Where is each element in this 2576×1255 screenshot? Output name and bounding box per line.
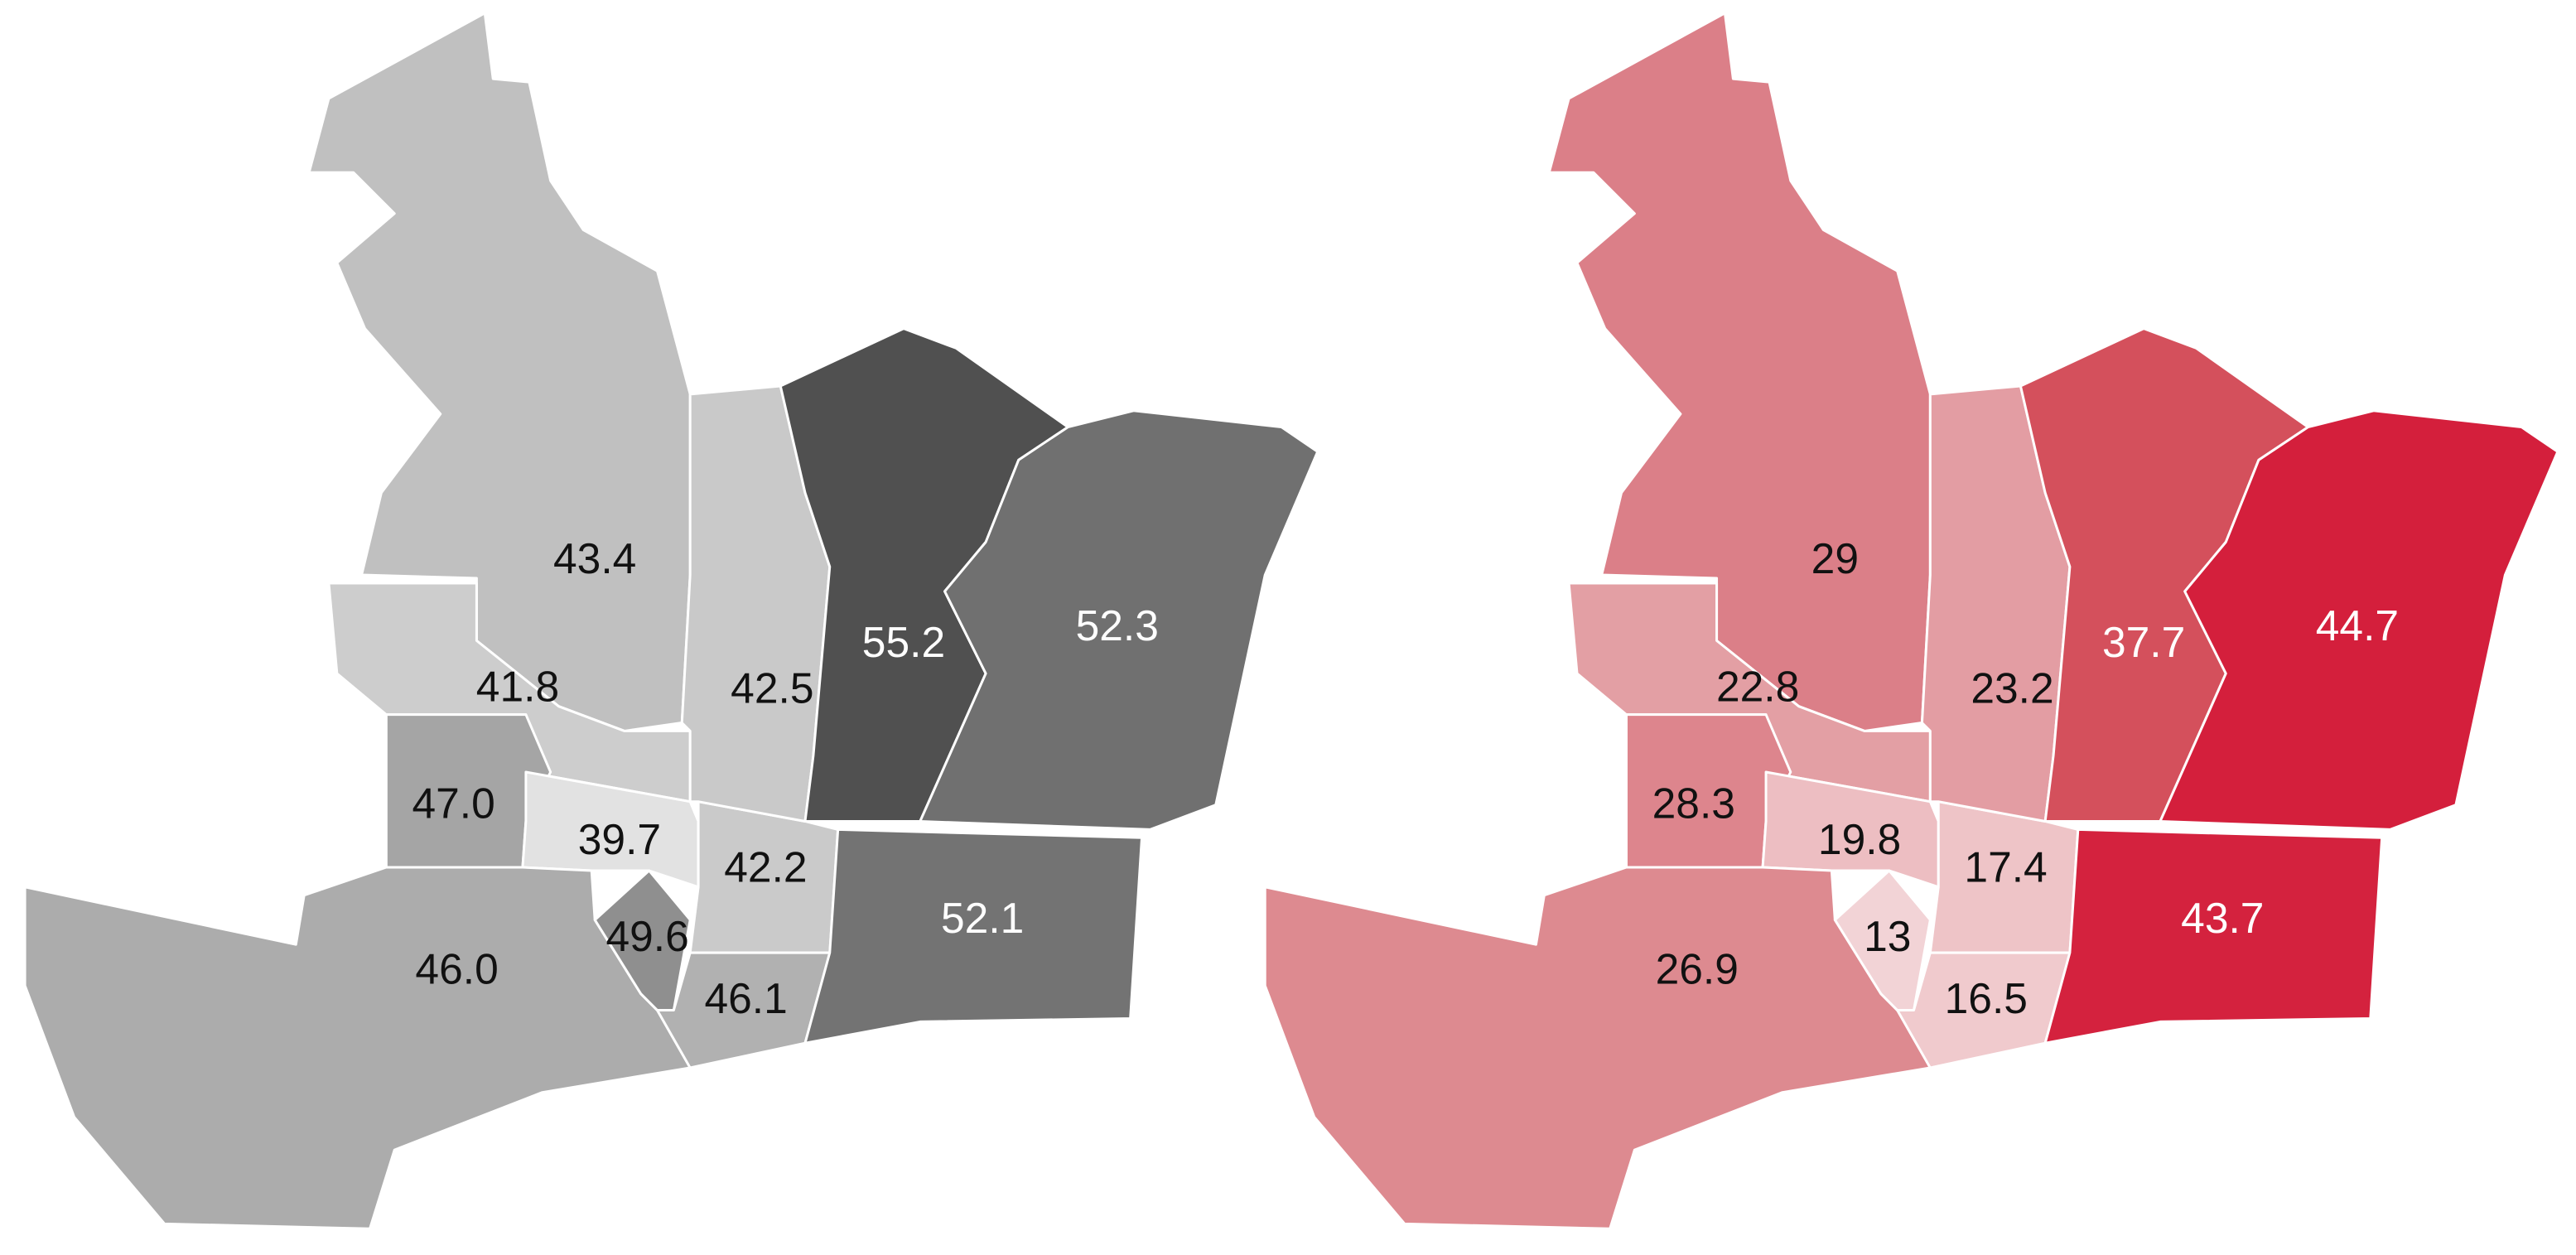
district-label: 13 — [1864, 912, 1911, 960]
district-label: 44.7 — [2316, 601, 2399, 649]
district — [803, 828, 1144, 1045]
district-label: 26.9 — [1656, 945, 1739, 993]
map: 43.4 41.8 47.0 39.7 46.0 49.6 42.2 46.1 42.5 55.2… — [23, 12, 1319, 1230]
district-label: 23.2 — [1971, 664, 2053, 712]
district-label: 37.7 — [2102, 618, 2185, 666]
district — [1263, 866, 1932, 1230]
district-label: 39.7 — [578, 815, 661, 863]
district-label: 46.1 — [704, 974, 787, 1022]
district-label: 43.4 — [553, 534, 636, 582]
district — [919, 409, 1319, 831]
district — [2159, 409, 2559, 831]
district-label: 22.8 — [1716, 662, 1799, 710]
district-label: 16.5 — [1945, 974, 2028, 1022]
district-label: 28.3 — [1652, 779, 1735, 827]
district-label: 42.5 — [731, 664, 813, 712]
district-label: 52.3 — [1076, 601, 1159, 649]
district-label: 41.8 — [476, 662, 559, 710]
district — [23, 866, 692, 1230]
district-label: 43.7 — [2181, 894, 2264, 942]
district-label: 55.2 — [862, 618, 945, 666]
district — [2043, 828, 2384, 1045]
district-label: 42.2 — [724, 843, 807, 891]
district-label: 19.8 — [1818, 815, 1901, 863]
district-label: 47.0 — [412, 779, 494, 827]
map: 29 22.8 28.3 19.8 26.9 13 17.4 16.5 23.2 37.7 44.7… — [1263, 12, 2559, 1230]
district-label: 29 — [1811, 534, 1859, 582]
district-label: 46.0 — [415, 945, 498, 993]
district-label: 17.4 — [1964, 843, 2047, 891]
district-label: 52.1 — [941, 894, 1024, 942]
district-label: 49.6 — [605, 912, 688, 960]
